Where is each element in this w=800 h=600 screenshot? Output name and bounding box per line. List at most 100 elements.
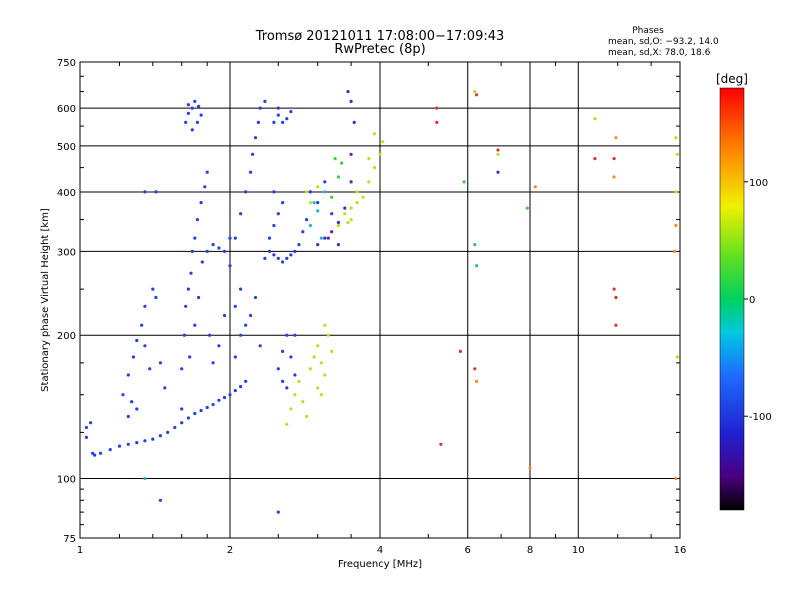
data-point [316,185,320,189]
data-point [372,132,377,136]
data-point [336,175,340,179]
data-point [197,295,201,300]
data-points [84,90,679,514]
data-point [154,295,158,300]
data-point [228,236,232,240]
data-point [285,422,289,426]
colorbar-tick-label: 100 [749,178,768,189]
data-point [293,333,297,337]
data-point [496,152,500,156]
data-point [126,414,130,419]
colorbar-ticks: 100 0 -100 [744,178,772,423]
data-point [190,106,194,110]
data-point [272,120,276,124]
data-point [131,355,135,359]
data-point [612,157,616,161]
data-point [258,344,262,348]
data-point [674,136,678,140]
data-point [349,180,353,184]
data-point [180,407,184,411]
data-point [612,287,616,291]
data-point [121,393,125,397]
data-point [200,260,204,264]
y-tick-label: 500 [57,142,76,153]
data-point [217,398,221,402]
grid-lines [80,62,680,538]
colorbar-tick-label: 0 [749,295,755,306]
data-point [117,444,122,448]
data-point [276,212,280,216]
data-point [281,201,285,205]
data-point [180,421,184,425]
data-point [126,373,130,377]
data-point [614,323,618,327]
x-tick-label: 6 [465,545,471,556]
data-point [182,333,186,337]
data-point [319,393,323,397]
data-point [186,287,190,291]
data-point [297,243,301,247]
data-point [612,175,616,179]
data-point [312,201,316,205]
data-point [352,120,356,124]
y-tick-label: 750 [57,58,76,69]
data-point [158,361,162,365]
data-point [381,140,385,144]
data-point [336,220,340,225]
data-point [148,367,152,371]
data-point [249,313,253,318]
data-point [285,333,289,337]
data-point [276,367,280,371]
data-point [173,425,177,430]
data-point [222,249,227,253]
data-point [308,190,312,194]
data-point [228,393,232,397]
data-point [674,223,678,228]
data-point [473,243,477,247]
data-point [355,201,359,205]
data-point [323,323,327,327]
data-point [272,253,276,257]
data-point [462,180,466,184]
x-tick-label: 10 [572,545,585,556]
data-point [211,403,215,407]
data-point [193,411,197,416]
data-point [184,120,188,124]
axis-ticks: 1 2 4 6 8 10 16 75 100 200 300 400 500 600 750 [57,58,686,556]
data-point [267,249,272,253]
data-point [151,287,155,291]
data-point [193,236,197,240]
data-point [190,249,194,253]
data-point [208,333,212,337]
data-point [195,218,199,222]
data-point [285,256,289,260]
data-point [281,260,285,264]
data-point [289,355,293,359]
y-axis-label: Stationary phase Virtual Height [km] [40,208,51,392]
phases-heading: Phases [632,26,664,36]
data-point [675,152,679,156]
y-tick-label: 200 [57,331,76,342]
data-point [143,344,147,348]
data-point [186,416,190,420]
data-point [330,349,334,353]
data-point [301,400,305,404]
data-point [343,206,347,210]
data-point [151,437,155,441]
data-point [276,106,280,110]
data-point [475,264,479,268]
data-point [475,379,479,383]
data-point [316,243,320,247]
chart-subtitle: RwPretec (8p) [334,42,425,57]
data-point [253,136,258,140]
data-point [316,209,320,213]
data-point [293,373,297,377]
chart-title: Tromsø 20121011 17:08:00−17:09:43 [255,29,505,44]
data-point [316,386,320,390]
data-point [249,170,253,174]
data-point [163,386,167,390]
data-point [308,201,312,205]
data-point [195,120,199,124]
data-point [135,441,139,445]
data-point [263,99,267,103]
